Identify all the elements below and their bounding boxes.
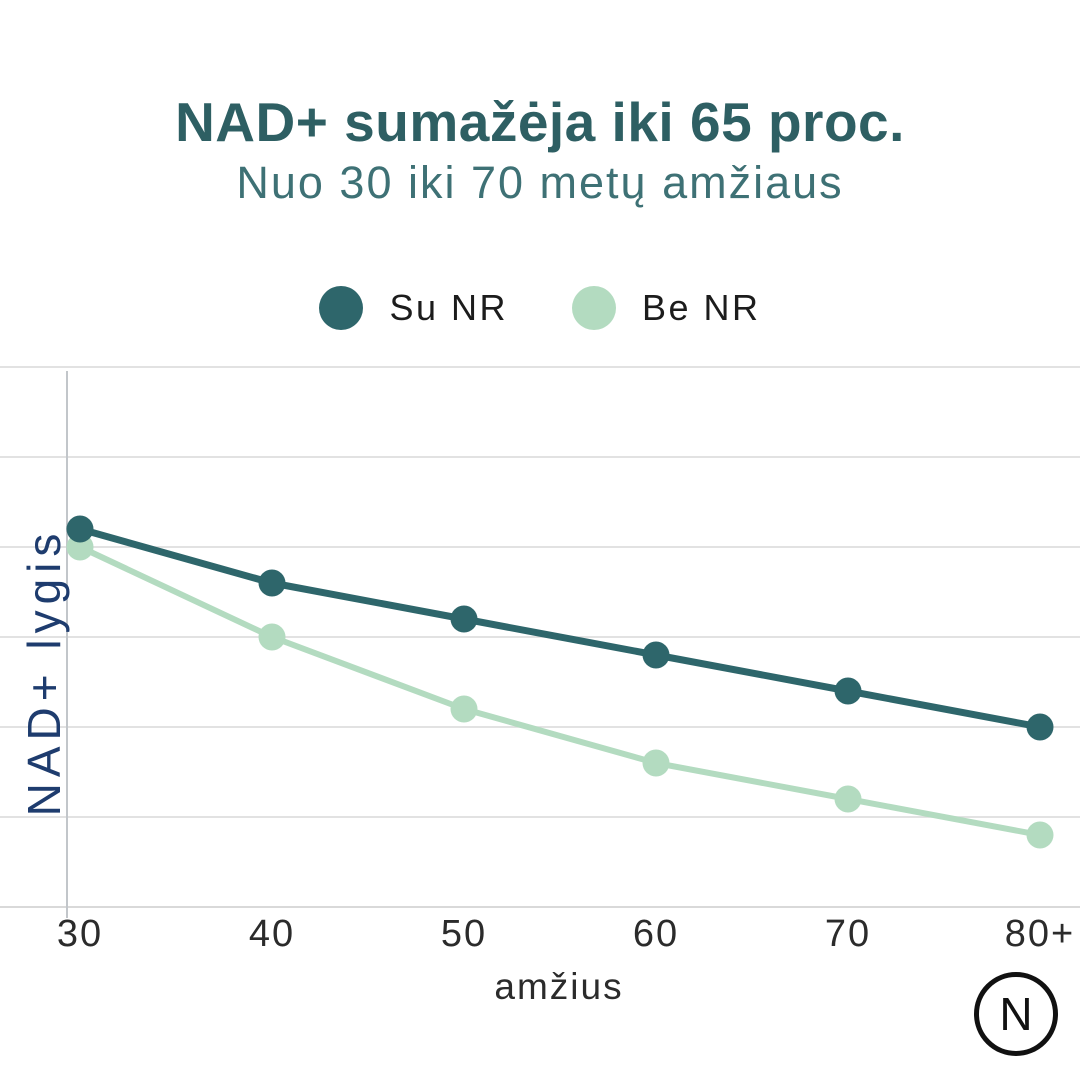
legend-label-su-nr: Su NR	[389, 287, 508, 328]
series-su-nr	[66, 515, 1054, 741]
legend-dot-be-nr-icon	[572, 286, 616, 330]
y-axis-label: NAD+ lygis	[18, 527, 70, 817]
series-line	[76, 525, 1044, 731]
x-tick-label-60: 60	[632, 913, 680, 955]
data-point	[834, 677, 862, 705]
data-point	[1026, 821, 1054, 849]
data-point	[258, 623, 286, 651]
logo-badge: N	[974, 972, 1058, 1056]
data-point	[66, 515, 94, 543]
data-point	[1026, 713, 1054, 741]
x-tick-label-40: 40	[248, 913, 296, 955]
data-point	[450, 695, 478, 723]
x-axis-label: amžius	[494, 966, 624, 1007]
series-be-nr	[66, 533, 1054, 849]
page-title: NAD+ sumažėja iki 65 proc.	[175, 91, 905, 153]
legend-item-be-nr: Be NR	[572, 286, 761, 330]
data-point	[450, 605, 478, 633]
data-point	[642, 641, 670, 669]
series-line	[77, 544, 1043, 838]
chart-legend: Su NR Be NR	[0, 286, 1080, 330]
gridlines	[0, 366, 1080, 908]
legend-label-be-nr: Be NR	[642, 287, 761, 328]
x-tick-label-50: 50	[440, 913, 488, 955]
legend-item-su-nr: Su NR	[319, 286, 508, 330]
legend-dot-su-nr-icon	[319, 286, 364, 330]
page-subtitle: Nuo 30 iki 70 metų amžiaus	[236, 157, 844, 208]
data-point	[834, 785, 862, 813]
data-point	[642, 749, 670, 777]
x-tick-label-30: 30	[56, 913, 104, 955]
logo-letter: N	[999, 988, 1033, 1040]
data-point	[258, 569, 286, 597]
x-tick-label-80plus: 80+	[1004, 913, 1076, 955]
x-tick-label-70: 70	[824, 913, 872, 955]
